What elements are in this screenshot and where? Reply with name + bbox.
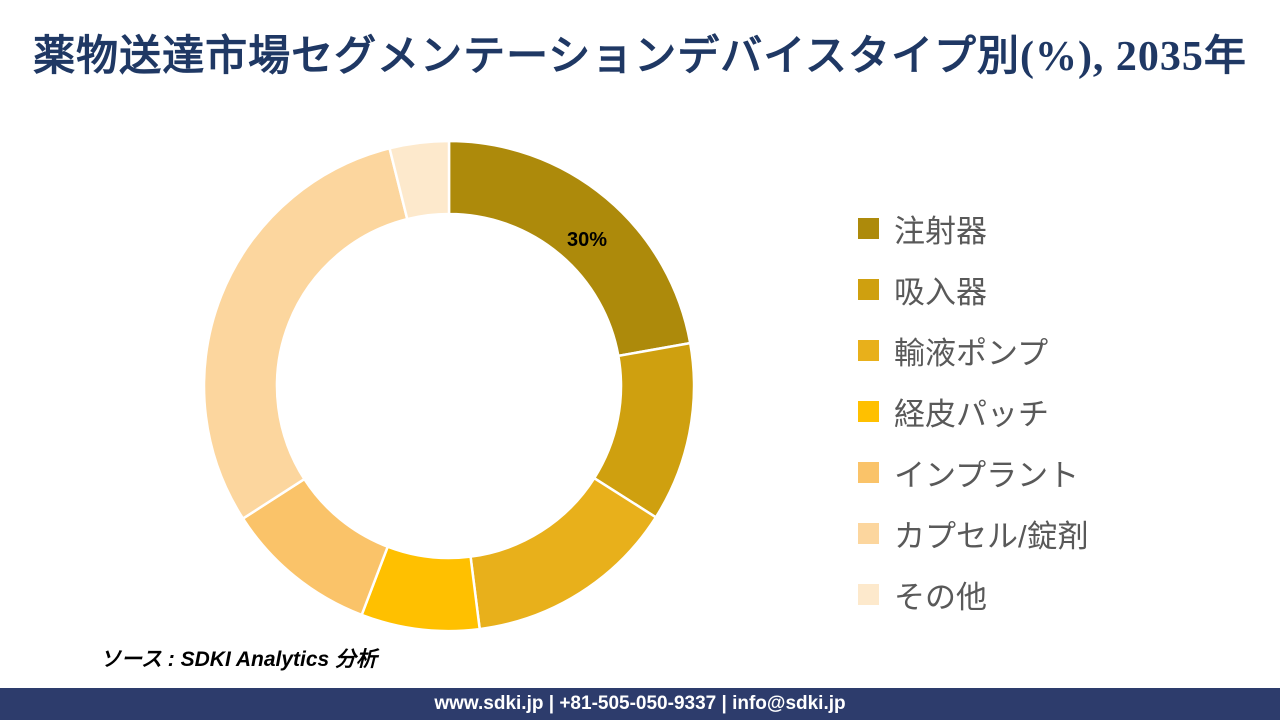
legend: 注射器吸入器輸液ポンプ経皮パッチインプラント カプセル/錠剤 その他 bbox=[858, 208, 1089, 635]
legend-marker bbox=[858, 217, 879, 239]
legend-marker bbox=[858, 583, 879, 605]
legend-item: インプラント bbox=[858, 452, 1089, 493]
legend-item: カプセル/錠剤 bbox=[858, 513, 1089, 554]
donut-svg bbox=[202, 139, 696, 633]
legend-item: 注射器 bbox=[858, 208, 1089, 249]
legend-item: 輸液ポンプ bbox=[858, 330, 1089, 371]
legend-label: 吸入器 bbox=[894, 274, 987, 310]
data-label-syringes: 30% bbox=[566, 229, 608, 251]
legend-label: インプラント bbox=[894, 457, 1080, 493]
footer-bar: www.sdki.jp | +81-505-050-9337 | info@sd… bbox=[0, 688, 1280, 720]
legend-label: その他 bbox=[894, 579, 987, 615]
legend-item: 経皮パッチ bbox=[858, 391, 1089, 432]
legend-label: 注射器 bbox=[894, 213, 987, 249]
legend-label: 輸液ポンプ bbox=[894, 335, 1049, 371]
legend-marker bbox=[858, 278, 879, 300]
page-title: 薬物送達市場セグメンテーションデバイスタイプ別(%), 2035年 bbox=[33, 34, 1247, 80]
legend-label: カプセル/錠剤 bbox=[894, 518, 1089, 554]
donut-segment bbox=[469, 476, 658, 631]
legend-marker bbox=[858, 461, 879, 483]
footer-text: www.sdki.jp | +81-505-050-9337 | info@sd… bbox=[434, 693, 846, 714]
legend-marker bbox=[858, 522, 879, 544]
legend-item: その他 bbox=[858, 574, 1089, 615]
donut-segment bbox=[202, 146, 409, 521]
legend-item: 吸入器 bbox=[858, 269, 1089, 310]
donut-segment bbox=[388, 139, 451, 221]
donut-chart bbox=[194, 131, 704, 641]
legend-label: 経皮パッチ bbox=[894, 396, 1049, 432]
source-note: ソース : SDKI Analytics 分析 bbox=[100, 648, 378, 671]
legend-marker bbox=[858, 400, 879, 422]
legend-marker bbox=[858, 339, 879, 361]
donut-segment bbox=[447, 139, 692, 358]
